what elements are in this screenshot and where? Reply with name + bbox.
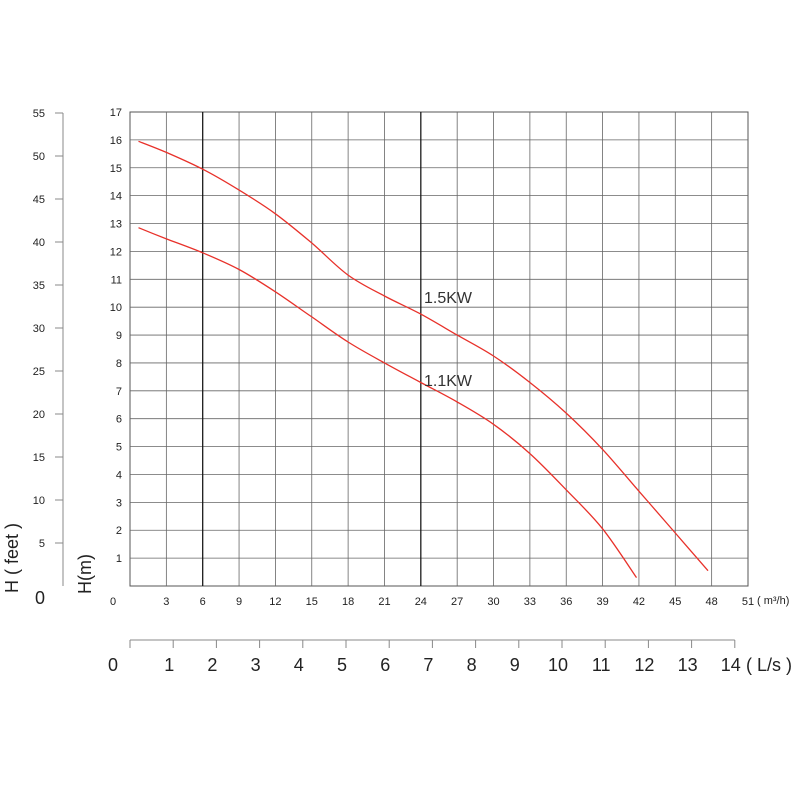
- chart-grid: [129, 111, 749, 587]
- ls-tick-label: 11: [592, 655, 611, 675]
- ls-tick-label: 1: [164, 655, 174, 675]
- meter-tick-label: 14: [110, 191, 122, 203]
- ls-unit-label: ( L/s ): [746, 655, 792, 675]
- feet-tick-label: 55: [33, 108, 45, 120]
- feet-tick-label: 5: [39, 538, 45, 550]
- curve-label: 1.1KW: [424, 373, 473, 390]
- curve-label: 1.5KW: [424, 290, 473, 307]
- m3h-tick-label: 21: [378, 596, 390, 608]
- m3h-tick-label: 27: [451, 596, 463, 608]
- meter-tick-label: 7: [116, 386, 122, 398]
- m3h-tick-label: 30: [487, 596, 499, 608]
- ls-tick-label: 2: [207, 655, 217, 675]
- ls-tick-label: 0: [108, 655, 118, 675]
- performance-curves: [138, 140, 709, 578]
- meter-tick-label: 6: [116, 414, 122, 426]
- m3h-tick-label: 18: [342, 596, 354, 608]
- meter-tick-label: 12: [110, 246, 122, 258]
- m3h-tick-label: 45: [669, 596, 681, 608]
- meter-tick-label: 9: [116, 330, 122, 342]
- meter-tick-label: 16: [110, 135, 122, 147]
- m3h-tick-label: 39: [596, 596, 608, 608]
- feet-axis-title: H ( feet ): [2, 523, 22, 593]
- ls-tick-label: 10: [548, 655, 568, 675]
- m3h-tick-label: 12: [269, 596, 281, 608]
- curve-1-5kw: [138, 140, 709, 572]
- meter-tick-label: 3: [116, 497, 122, 509]
- meter-tick-label: 11: [111, 274, 122, 286]
- ls-tick-label: 14: [721, 655, 741, 675]
- feet-tick-label: 15: [33, 452, 45, 464]
- meter-tick-label: 10: [110, 302, 122, 314]
- m3h-tick-label: 42: [633, 596, 645, 608]
- m3h-tick-label: 33: [524, 596, 536, 608]
- m3h-tick-label: 51: [742, 596, 754, 608]
- feet-tick-label: 45: [33, 194, 45, 206]
- curve-1-1kw: [138, 227, 638, 578]
- meter-tick-label: 5: [116, 442, 122, 454]
- meter-tick-label: 8: [116, 358, 122, 370]
- m3h-unit-label: ( m³/h): [757, 595, 789, 607]
- m3h-tick-label: 24: [415, 596, 427, 608]
- feet-tick-label: 20: [33, 409, 45, 421]
- feet-tick-label: 10: [33, 495, 45, 507]
- ls-tick-label: 7: [423, 655, 433, 675]
- feet-tick-label: 50: [33, 151, 45, 163]
- feet-tick-label: 25: [33, 366, 45, 378]
- ls-tick-label: 8: [467, 655, 477, 675]
- ls-tick-label: 13: [678, 655, 698, 675]
- plot-frame: [129, 111, 749, 587]
- meter-tick-label: 1: [116, 553, 122, 565]
- vertical-markers: [202, 112, 422, 586]
- feet-tick-label: 35: [33, 280, 45, 292]
- curve-labels: 1.5KW 1.1KW: [424, 290, 473, 390]
- meter-tick-label: 13: [110, 219, 122, 231]
- ls-axis: 0 1 2 3 4 5 6 7 8 9 10 11 12 13 14( L/s ): [108, 639, 792, 675]
- feet-tick-label: 40: [33, 237, 45, 249]
- m3h-axis: 0 3 6 9 12 15 18 21 24 27 30 33 36 39 42 45 48 51( m³/h): [110, 595, 789, 608]
- feet-zero-label: 0: [35, 588, 45, 608]
- ls-tick-label: 3: [251, 655, 261, 675]
- m3h-tick-label: 48: [706, 596, 718, 608]
- m3h-tick-label: 15: [306, 596, 318, 608]
- m3h-tick-label: 3: [163, 596, 169, 608]
- feet-axis: 5 10 15 20 25 30 35 40 45 50 55: [33, 108, 64, 586]
- m3h-tick-label: 0: [110, 596, 116, 608]
- meter-tick-label: 15: [110, 163, 122, 175]
- meter-tick-label: 17: [110, 107, 122, 119]
- m3h-tick-label: 9: [236, 596, 242, 608]
- ls-tick-label: 12: [634, 655, 654, 675]
- m3h-tick-label: 36: [560, 596, 572, 608]
- ls-tick-label: 6: [380, 655, 390, 675]
- meter-axis-title: H(m): [75, 554, 95, 594]
- feet-tick-label: 30: [33, 323, 45, 335]
- ls-tick-label: 9: [510, 655, 520, 675]
- m3h-tick-label: 6: [200, 596, 206, 608]
- ls-tick-label: 4: [294, 655, 304, 675]
- meter-tick-label: 2: [116, 525, 122, 537]
- ls-tick-label: 5: [337, 655, 347, 675]
- meter-tick-label: 4: [116, 469, 122, 481]
